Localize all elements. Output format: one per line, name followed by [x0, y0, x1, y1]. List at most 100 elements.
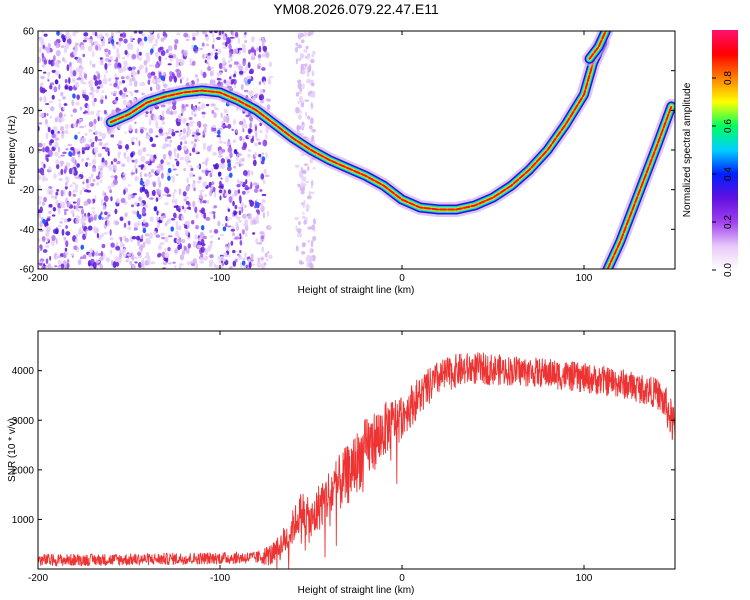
noise-speckle — [302, 242, 306, 246]
noise-speckle — [192, 174, 196, 177]
noise-speckle — [263, 168, 267, 175]
noise-speckle — [138, 66, 142, 72]
noise-speckle — [174, 158, 178, 161]
noise-speckle — [201, 169, 206, 173]
noise-speckle — [208, 259, 214, 265]
noise-speckle — [213, 130, 217, 134]
noise-speckle — [137, 56, 143, 61]
noise-speckle — [191, 110, 194, 116]
colorbar-tick-label: 0.8 — [723, 71, 734, 85]
noise-speckle — [201, 111, 206, 115]
noise-blob — [72, 93, 76, 99]
noise-speckle — [155, 135, 159, 138]
noise-speckle — [213, 228, 219, 234]
noise-speckle — [57, 155, 61, 159]
noise-speckle — [177, 235, 181, 239]
noise-speckle — [180, 214, 185, 221]
noise-speckle — [216, 36, 221, 40]
noise-speckle — [239, 239, 243, 246]
noise-speckle — [209, 229, 213, 233]
noise-speckle — [186, 77, 189, 82]
noise-speckle — [183, 167, 187, 172]
noise-speckle — [244, 219, 249, 225]
noise-speckle — [185, 38, 190, 41]
noise-speckle — [233, 84, 237, 89]
noise-speckle — [169, 110, 174, 116]
noise-speckle — [250, 48, 255, 53]
noise-speckle — [260, 173, 265, 180]
noise-speckle — [174, 130, 180, 133]
noise-speckle — [179, 132, 183, 135]
noise-speckle — [131, 137, 136, 140]
noise-speckle — [254, 125, 258, 132]
noise-speckle — [195, 31, 200, 37]
noise-speckle — [235, 130, 238, 134]
noise-speckle — [203, 31, 208, 34]
noise-speckle — [139, 38, 142, 42]
noise-speckle — [238, 195, 242, 202]
noise-speckle — [228, 64, 233, 68]
noise-speckle — [245, 65, 249, 71]
noise-speckle — [205, 159, 208, 167]
noise-speckle — [38, 247, 41, 254]
noise-speckle — [227, 123, 232, 129]
colorbar-scale — [712, 30, 738, 270]
noise-speckle — [156, 165, 161, 169]
noise-speckle — [222, 258, 226, 262]
noise-blob — [227, 162, 232, 168]
noise-speckle — [307, 115, 311, 120]
noise-speckle — [181, 239, 186, 244]
noise-speckle — [115, 31, 119, 34]
noise-speckle — [175, 221, 179, 227]
noise-speckle — [114, 208, 118, 215]
noise-blob — [217, 171, 222, 177]
noise-speckle — [131, 263, 136, 269]
noise-speckle — [301, 212, 305, 215]
noise-speckle — [125, 75, 130, 80]
noise-speckle — [191, 134, 195, 137]
noise-speckle — [258, 153, 262, 158]
noise-speckle — [66, 258, 70, 264]
noise-speckle — [304, 99, 310, 102]
noise-speckle — [76, 176, 82, 179]
noise-speckle — [252, 95, 257, 101]
noise-speckle — [128, 66, 133, 71]
noise-speckle — [295, 106, 300, 114]
x-tick-label: -100 — [210, 273, 230, 284]
noise-speckle — [42, 142, 45, 148]
noise-speckle — [147, 79, 151, 85]
noise-speckle — [224, 68, 228, 73]
noise-speckle — [51, 133, 56, 139]
noise-speckle — [52, 125, 58, 132]
noise-blob — [167, 167, 172, 174]
noise-speckle — [148, 128, 154, 134]
noise-speckle — [224, 175, 229, 183]
noise-speckle — [300, 190, 305, 195]
noise-speckle — [140, 166, 144, 170]
noise-speckle — [60, 168, 64, 176]
noise-speckle — [151, 143, 157, 148]
noise-speckle — [162, 193, 167, 197]
noise-speckle — [105, 53, 110, 58]
noise-speckle — [228, 242, 231, 250]
noise-speckle — [59, 221, 63, 224]
noise-speckle — [164, 236, 169, 243]
noise-speckle — [298, 221, 301, 226]
noise-speckle — [48, 59, 51, 65]
noise-speckle — [101, 132, 107, 139]
noise-speckle — [226, 165, 232, 172]
noise-speckle — [243, 123, 248, 129]
noise-speckle — [48, 210, 52, 214]
noise-speckle — [115, 245, 121, 251]
noise-speckle — [304, 65, 307, 70]
noise-speckle — [202, 135, 205, 138]
noise-speckle — [267, 250, 270, 254]
noise-speckle — [75, 233, 79, 238]
noise-speckle — [95, 71, 100, 74]
noise-speckle — [131, 141, 135, 146]
noise-speckle — [257, 54, 262, 59]
noise-speckle — [232, 232, 236, 237]
noise-speckle — [92, 261, 97, 269]
noise-speckle — [189, 152, 192, 157]
